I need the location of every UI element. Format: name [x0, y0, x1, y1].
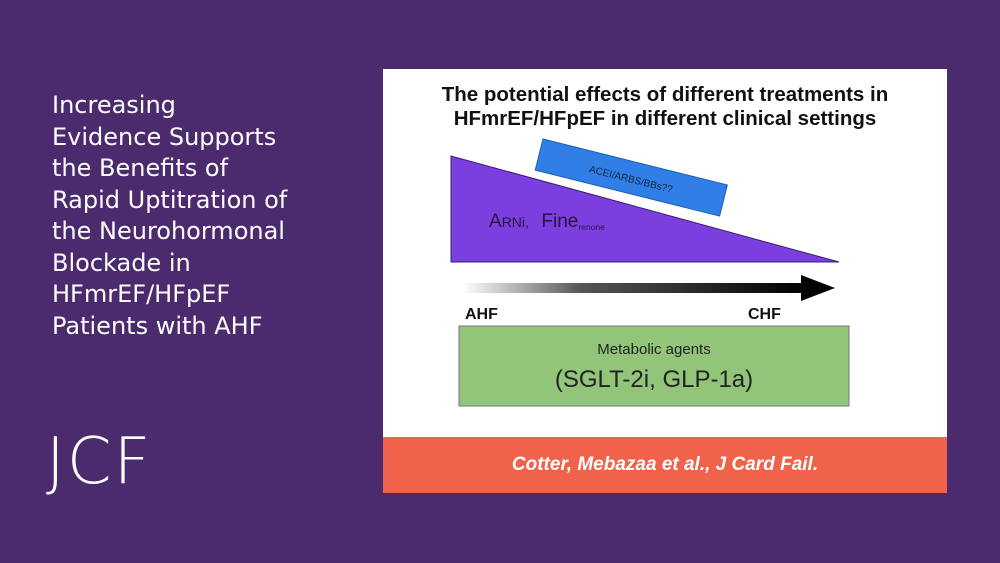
citation-bar: Cotter, Mebazaa et al., J Card Fail.	[383, 437, 947, 493]
figure-panel: The potential effects of different treat…	[383, 69, 947, 493]
arni-finerenone-wedge	[450, 155, 840, 263]
citation-text: Cotter, Mebazaa et al., J Card Fail.	[511, 454, 819, 475]
figure-title: The potential effects of different treat…	[383, 83, 947, 131]
acei-arb-bb-tag: ACEI/ARBS/BBs??	[534, 138, 728, 217]
chf-label: CHF	[748, 306, 781, 323]
slide-title-line: Rapid Uptitration of	[52, 185, 288, 214]
slide-title-line: the Neurohormonal	[52, 217, 285, 245]
metabolic-agents-box	[458, 325, 850, 407]
timeline-arrow-shaft	[463, 283, 803, 293]
figure-title-line: HFmrEF/HFpEF in different clinical setti…	[453, 107, 877, 130]
ahf-label: AHF	[465, 306, 498, 323]
slide-title: Increasing Evidence Supports the Benefit…	[52, 90, 352, 342]
journal-logo: JCF	[46, 425, 153, 499]
metabolic-agents-list: (SGLT-2i, GLP-1a)	[555, 366, 753, 393]
metabolic-agents-title: Metabolic agents	[597, 341, 710, 358]
slide-title-line: HFmrEF/HFpEF	[52, 280, 231, 308]
figure-diagram: ARNi, Finerenone ACEI/ARBS/BBs?? AHF CHF…	[450, 138, 850, 407]
figure-title-line: The potential effects of different treat…	[441, 83, 889, 106]
slide-title-line: Patients with AHF	[52, 311, 263, 340]
slide-title-line: Evidence Supports	[52, 122, 277, 151]
slide-title-line: the Benefits of	[52, 154, 229, 182]
wedge-label: ARNi, Finerenone	[489, 211, 605, 232]
timeline-arrow-head	[801, 275, 835, 301]
slide-title-line: Increasing	[52, 91, 176, 119]
slide-title-line: Blockade in	[52, 248, 191, 277]
